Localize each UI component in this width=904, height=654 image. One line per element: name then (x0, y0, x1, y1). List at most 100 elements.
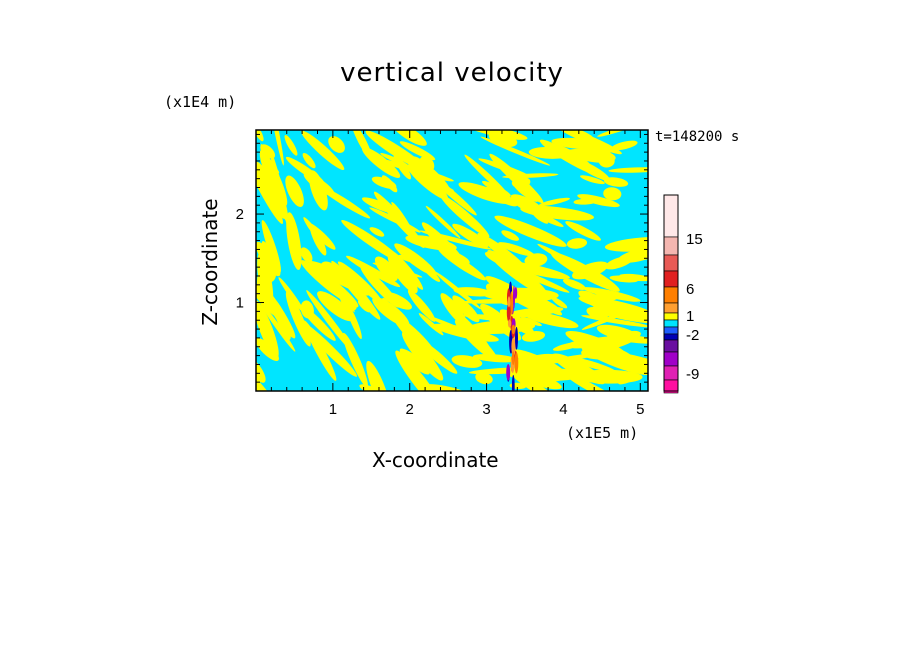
colorbar-label: -9 (686, 366, 699, 383)
field-band (608, 358, 648, 373)
field-updraft (510, 291, 514, 315)
field-band (550, 252, 620, 292)
field-band (361, 147, 401, 178)
field-band (617, 245, 648, 264)
field-band (346, 255, 401, 288)
field-band (278, 277, 306, 314)
field-band (256, 337, 279, 361)
field-band (566, 238, 588, 249)
field-band (328, 276, 355, 313)
field-band (580, 175, 605, 185)
field-band (573, 198, 598, 205)
field-band (573, 369, 643, 384)
field-band (256, 161, 287, 219)
field-band (306, 290, 355, 354)
field-updraft (511, 324, 516, 335)
field-band (419, 155, 435, 172)
field-updraft (511, 374, 515, 391)
field-band (528, 146, 571, 159)
field-band (366, 360, 391, 391)
field-band (284, 134, 298, 156)
colorbar-swatch (663, 326, 679, 335)
field-band (524, 253, 548, 267)
field-band (300, 304, 336, 341)
colorbar-label: 15 (686, 231, 703, 248)
colorbar-swatch (663, 312, 679, 321)
field-band (390, 130, 427, 146)
colorbar-label: 6 (686, 281, 694, 298)
field-band (582, 287, 641, 302)
field-band (299, 320, 357, 377)
plot-frame (255, 129, 649, 392)
field-band (302, 152, 316, 169)
field-band (256, 241, 281, 277)
field-band (361, 197, 399, 215)
field-band (260, 144, 276, 159)
field-band (259, 150, 288, 206)
field-band (387, 253, 418, 294)
field-band (331, 260, 381, 320)
field-band (451, 355, 483, 368)
colorbar-swatch (663, 286, 679, 304)
field-band (452, 223, 489, 248)
field-band (423, 384, 466, 391)
field-updraft (506, 364, 511, 381)
field-band (533, 213, 549, 224)
field-band (458, 182, 511, 204)
x-axis-title: X-coordinate (372, 448, 499, 472)
z-axis-multiplier: (x1E4 m) (164, 93, 237, 111)
field-band (257, 253, 274, 309)
colorbar-label: -2 (686, 327, 699, 344)
colorbar: 15 6 1 -2 -9 (663, 194, 703, 394)
field-band (453, 287, 493, 297)
field-band (407, 289, 436, 322)
field-band (301, 130, 345, 171)
field-band (475, 372, 493, 385)
field-band (619, 273, 648, 282)
field-band (472, 354, 518, 363)
field-band (488, 131, 518, 147)
field-band (328, 136, 345, 153)
field-updraft (515, 326, 518, 350)
colorbar-swatch (663, 254, 679, 272)
chart-title: vertical velocity (340, 58, 564, 88)
velocity-field (256, 130, 648, 391)
field-band (369, 207, 421, 233)
field-band (256, 367, 280, 391)
field-updraft (513, 285, 515, 309)
field-band (522, 311, 579, 329)
field-band (427, 172, 477, 216)
z-tick-label: 2 (236, 206, 244, 223)
field-band (256, 299, 279, 359)
field-band (595, 346, 632, 360)
field-updraft (506, 303, 511, 322)
colorbar-label: 1 (686, 308, 694, 325)
field-band (464, 154, 511, 198)
field-band (315, 183, 371, 219)
field-band (454, 319, 498, 362)
field-band (438, 248, 486, 281)
field-band (317, 291, 354, 322)
field-band (365, 130, 427, 171)
field-band (609, 275, 639, 283)
field-band (494, 215, 567, 247)
field-band (608, 167, 648, 173)
field-band (401, 331, 444, 381)
colorbar-swatch (663, 270, 679, 288)
field-band (452, 295, 480, 323)
field-band (565, 221, 601, 241)
field-band (406, 164, 449, 200)
field-band (607, 334, 648, 344)
field-band (498, 242, 535, 257)
field-band (425, 205, 461, 239)
field-updraft (514, 286, 518, 299)
field-band (357, 300, 370, 313)
colorbar-frame (663, 194, 679, 392)
field-band (300, 247, 313, 263)
x-axis-multiplier: (x1E5 m) (566, 424, 639, 442)
colorbar-swatch (663, 333, 679, 341)
field-updraft (511, 351, 515, 366)
field-band (303, 217, 325, 245)
field-band (572, 158, 611, 181)
